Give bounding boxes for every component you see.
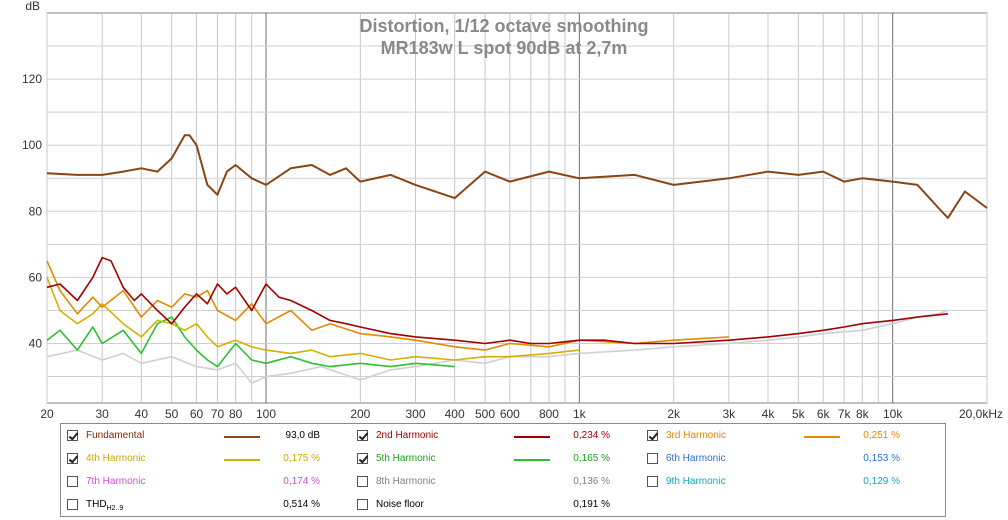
- 6th-harmonic-checkbox[interactable]: [647, 453, 658, 464]
- legend-entry-8th-harmonic: 8th Harmonic 0,136 %: [351, 472, 641, 495]
- legend-swatch: [224, 436, 260, 438]
- x-tick-label: 6k: [817, 407, 831, 421]
- legend-label: 7th Harmonic: [86, 476, 146, 487]
- legend-label: Fundamental: [86, 430, 145, 441]
- chart-subtitle: MR183w L spot 90dB at 2,7m: [381, 38, 628, 58]
- legend-label: 3rd Harmonic: [666, 430, 727, 441]
- legend-entry-4th-harmonic: 4th Harmonic 0,175 %: [61, 449, 351, 472]
- legend-value: 0,165 %: [573, 453, 610, 464]
- x-tick-label: 2k: [667, 407, 681, 421]
- y-tick-label: 100: [22, 138, 42, 152]
- thd-label: THD: [86, 499, 107, 510]
- legend-value: 0,175 %: [283, 453, 320, 464]
- legend-swatch: [224, 459, 260, 461]
- legend-entry-2nd-harmonic: 2nd Harmonic 0,234 %: [351, 426, 641, 449]
- x-tick-label: 600: [500, 407, 520, 421]
- legend-value: 0,251 %: [863, 430, 900, 441]
- y-tick-label: 80: [29, 204, 43, 218]
- fundamental-checkbox[interactable]: [67, 430, 78, 441]
- x-tick-label: 20: [40, 407, 54, 421]
- x-tick-label: 50: [165, 407, 179, 421]
- legend-value: 93,0 dB: [285, 430, 320, 441]
- legend-value: 0,129 %: [863, 476, 900, 487]
- legend-label: 9th Harmonic: [666, 476, 726, 487]
- thd-label-subscript: H2..9: [106, 505, 124, 512]
- legend-label: 2nd Harmonic: [376, 430, 439, 441]
- legend-label: 4th Harmonic: [86, 453, 146, 464]
- series-8th-harmonic-line: [46, 309, 949, 385]
- x-tick-label: 10k: [883, 407, 903, 421]
- 8th-harmonic-checkbox[interactable]: [357, 476, 368, 487]
- legend-swatch: [514, 459, 550, 461]
- legend-swatch: [804, 436, 840, 438]
- legend-entry-fundamental: Fundamental 93,0 dB: [61, 426, 351, 449]
- 5th-harmonic-checkbox[interactable]: [357, 453, 368, 464]
- legend: Fundamental 93,0 dB 2nd Harmonic 0,234 %…: [60, 423, 946, 517]
- legend-row: Fundamental 93,0 dB 2nd Harmonic 0,234 %…: [61, 426, 945, 449]
- legend-value: 0,153 %: [863, 453, 900, 464]
- legend-swatch: [514, 436, 550, 438]
- tick-labels: 40 60 80 100 120 20 30 40 50 60 70 80 100 200 300 400 50…: [22, 72, 1003, 421]
- series-fundamental-line: [46, 134, 988, 219]
- legend-entry-5th-harmonic: 5th Harmonic 0,165 %: [351, 449, 641, 472]
- legend-value: 0,234 %: [573, 430, 610, 441]
- 4th-harmonic-checkbox[interactable]: [67, 453, 78, 464]
- legend-entry-9th-harmonic: 9th Harmonic 0,129 %: [641, 472, 931, 495]
- legend-label: Noise floor: [376, 499, 424, 510]
- y-tick-label: 120: [22, 72, 42, 86]
- grid: [46, 13, 988, 403]
- 2nd-harmonic-checkbox[interactable]: [357, 430, 368, 441]
- legend-value: 0,174 %: [283, 476, 320, 487]
- noise-floor-checkbox[interactable]: [357, 499, 368, 510]
- x-tick-label: 1k: [573, 407, 587, 421]
- x-tick-label: 3k: [722, 407, 736, 421]
- series-5th-harmonic-line: [46, 316, 455, 368]
- legend-entry-thd: THDH2..9 0,514 %: [61, 495, 351, 518]
- series-2nd-harmonic-line: [46, 256, 948, 345]
- distortion-chart: 40 60 80 100 120 20 30 40 50 60 70 80 100 200 300 400 50…: [22, 0, 1003, 421]
- series-3rd-harmonic-line: [46, 260, 729, 351]
- legend-label: 5th Harmonic: [376, 453, 436, 464]
- legend-label: 8th Harmonic: [376, 476, 436, 487]
- legend-entry-3rd-harmonic: 3rd Harmonic 0,251 %: [641, 426, 931, 449]
- 3rd-harmonic-checkbox[interactable]: [647, 430, 658, 441]
- legend-label: 6th Harmonic: [666, 453, 726, 464]
- legend-label: THDH2..9: [86, 499, 123, 512]
- x-tick-label: 20,0kHz: [959, 407, 1003, 421]
- legend-row: THDH2..9 0,514 % Noise floor 0,191 %: [61, 495, 945, 518]
- legend-row: 4th Harmonic 0,175 % 5th Harmonic 0,165 …: [61, 449, 945, 472]
- x-tick-label: 8k: [856, 407, 870, 421]
- 9th-harmonic-checkbox[interactable]: [647, 476, 658, 487]
- x-tick-label: 100: [256, 407, 276, 421]
- x-tick-label: 500: [475, 407, 495, 421]
- x-tick-label: 800: [539, 407, 559, 421]
- 7th-harmonic-checkbox[interactable]: [67, 476, 78, 487]
- legend-row: 7th Harmonic 0,174 % 8th Harmonic 0,136 …: [61, 472, 945, 495]
- x-tick-label: 7k: [838, 407, 852, 421]
- x-tick-label: 5k: [792, 407, 806, 421]
- legend-value: 0,514 %: [283, 499, 320, 510]
- series-4th-harmonic-line: [46, 277, 580, 361]
- y-tick-label: 60: [29, 270, 43, 284]
- x-tick-label: 40: [135, 407, 149, 421]
- legend-entry-6th-harmonic: 6th Harmonic 0,153 %: [641, 449, 931, 472]
- thd-checkbox[interactable]: [67, 499, 78, 510]
- y-axis-label: dB: [25, 0, 40, 13]
- chart-title: Distortion, 1/12 octave smoothing: [359, 16, 648, 36]
- x-tick-label: 400: [445, 407, 465, 421]
- x-tick-label: 60: [190, 407, 204, 421]
- y-tick-label: 40: [29, 337, 43, 351]
- x-tick-label: 80: [229, 407, 243, 421]
- x-tick-label: 200: [350, 407, 370, 421]
- series-lines: [46, 134, 988, 385]
- x-tick-label: 70: [211, 407, 225, 421]
- x-tick-label: 300: [405, 407, 425, 421]
- legend-value: 0,136 %: [573, 476, 610, 487]
- legend-entry-7th-harmonic: 7th Harmonic 0,174 %: [61, 472, 351, 495]
- legend-entry-noise-floor: Noise floor 0,191 %: [351, 495, 641, 518]
- x-tick-label: 30: [95, 407, 109, 421]
- plot-area: [46, 12, 988, 404]
- legend-value: 0,191 %: [573, 499, 610, 510]
- x-tick-label: 4k: [762, 407, 776, 421]
